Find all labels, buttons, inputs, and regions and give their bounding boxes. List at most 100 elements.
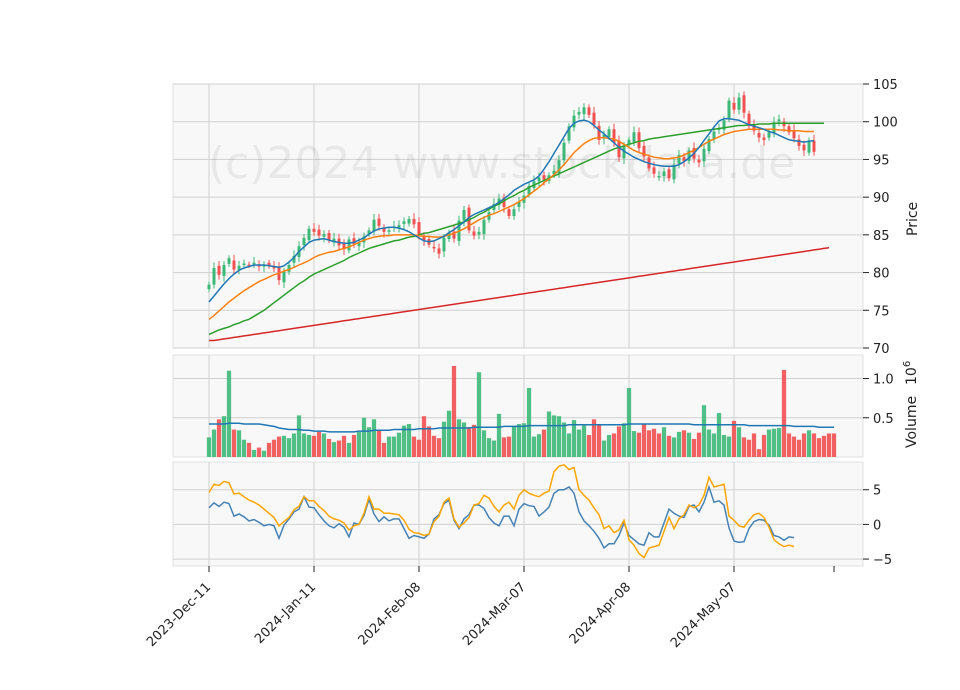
volume-bar <box>381 442 387 457</box>
volume-bar <box>626 387 632 457</box>
candle-body <box>377 218 381 226</box>
volume-bar <box>586 435 592 457</box>
candle-body <box>367 230 371 235</box>
volume-bar <box>501 437 507 457</box>
volume-bar <box>776 427 782 457</box>
volume-bar <box>726 436 732 457</box>
candle-body <box>307 228 311 241</box>
volume-bar <box>391 436 397 457</box>
candle-body <box>597 125 601 140</box>
volume-bar <box>471 424 477 457</box>
volume-bar <box>646 430 652 457</box>
candle-body <box>682 157 686 161</box>
candle-body <box>637 132 641 149</box>
x-tick-label: 2023-Dec-11 <box>144 580 214 650</box>
candle-body <box>462 209 466 221</box>
volume-bar <box>666 435 672 457</box>
volume-bar <box>491 440 497 457</box>
candle-body <box>537 177 541 182</box>
volume-bar <box>596 424 602 457</box>
candle-body <box>387 230 391 232</box>
candle-body <box>767 132 771 138</box>
volume-bar <box>336 440 342 457</box>
candle-body <box>687 150 691 161</box>
volume-bar <box>541 429 547 457</box>
volume-bar <box>411 436 417 457</box>
volume-bar <box>811 433 817 457</box>
volume-bar <box>621 423 627 457</box>
candle-body <box>702 148 706 162</box>
volume-bar <box>526 387 532 457</box>
candle-body <box>577 111 581 115</box>
price-axis-label: Price <box>905 202 921 236</box>
volume-bar <box>601 440 607 457</box>
volume-bar <box>481 430 487 457</box>
oscillator-line-b <box>208 463 795 559</box>
price-tick-label: 105 <box>873 78 898 93</box>
volume-bar <box>741 437 747 457</box>
volume-bar <box>651 428 657 457</box>
volume-bar <box>556 416 562 457</box>
volume-bar <box>516 424 522 457</box>
candle-body <box>232 260 236 270</box>
volume-bar <box>261 450 267 457</box>
volume-bar <box>736 427 742 457</box>
candle-body <box>527 185 531 195</box>
volume-bar <box>496 413 502 457</box>
volume-bar <box>771 428 777 457</box>
volume-bar <box>221 416 227 457</box>
candle-body <box>272 266 276 269</box>
volume-bar <box>476 372 482 457</box>
ma-mid-line <box>208 128 814 320</box>
volume-bar <box>266 442 272 457</box>
volume-bar <box>346 442 352 457</box>
candle-body <box>472 231 476 236</box>
candle-body <box>397 225 401 228</box>
volume-bar <box>246 442 252 457</box>
candle-body <box>567 126 571 141</box>
volume-bar <box>396 432 402 457</box>
candle-body <box>747 113 751 127</box>
volume-marks <box>206 365 837 457</box>
volume-bar <box>421 416 427 457</box>
volume-axis-unit: 106 <box>902 361 920 385</box>
candle-body <box>242 263 246 266</box>
volume-bar <box>701 405 707 457</box>
volume-bar <box>661 427 667 457</box>
candle-body <box>287 265 291 272</box>
candle-body <box>402 221 406 224</box>
price-tick-label: 75 <box>873 304 890 319</box>
candle-body <box>772 122 776 134</box>
volume-bar <box>251 449 257 457</box>
volume-bar <box>786 433 792 457</box>
volume-bar <box>436 438 442 457</box>
volume-bar <box>616 426 622 457</box>
x-tick-label: 2024-May-07 <box>668 580 739 651</box>
candle-body <box>652 167 656 174</box>
candle-body <box>787 126 791 133</box>
candle-body <box>777 119 781 122</box>
volume-bar <box>256 447 262 457</box>
volume-bar <box>551 415 557 457</box>
candle-body <box>412 219 416 225</box>
candle-body <box>442 237 446 252</box>
volume-bar <box>316 431 322 457</box>
price-tick-label: 85 <box>873 229 890 244</box>
volume-tick-label: 1.0 <box>873 373 894 388</box>
volume-bar <box>461 422 467 457</box>
volume-bar <box>291 433 297 457</box>
volume-bar <box>506 436 512 457</box>
candle-body <box>342 243 346 250</box>
candle-body <box>707 139 711 152</box>
price-tick-label: 95 <box>873 153 890 168</box>
volume-bar <box>276 436 282 457</box>
volume-bar <box>806 430 812 457</box>
price-tick-label: 70 <box>873 342 890 357</box>
candle-body <box>407 219 411 224</box>
candle-body <box>677 154 681 164</box>
volume-bar <box>406 424 412 457</box>
volume-bar <box>281 435 287 457</box>
volume-bar <box>356 431 362 457</box>
x-tick-label: 2024-Jan-11 <box>252 580 319 647</box>
